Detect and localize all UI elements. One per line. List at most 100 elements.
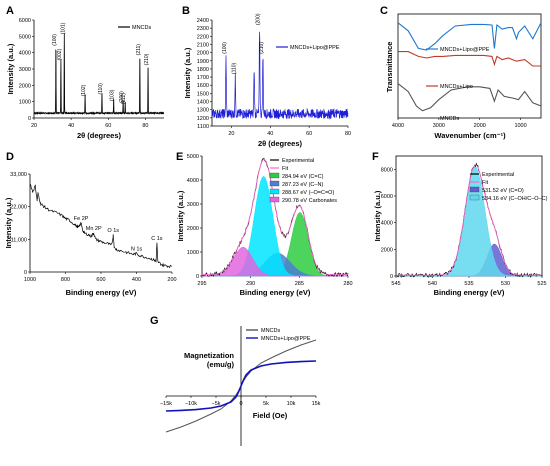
panel-e-ytick-label: 3000 bbox=[187, 202, 199, 208]
panel-a-ytick-label: 0 bbox=[28, 116, 31, 122]
panel-d: D 0 11,000 22,000 33,000 1000 800 600 400 200 Fe… bbox=[4, 151, 177, 297]
panel-e-xtick-label: 285 bbox=[295, 281, 304, 287]
panel-b-ytick-label: 1300 bbox=[197, 108, 209, 114]
panel-b-ytick-label: 2300 bbox=[197, 26, 209, 32]
panel-b-xtick-label: 80 bbox=[345, 131, 351, 137]
panel-b-xlabel: 2θ (degrees) bbox=[258, 139, 303, 148]
panel-b-ytick-label: 1500 bbox=[197, 91, 209, 97]
panel-a-peak-label: (102) bbox=[81, 84, 87, 96]
panel-g-xtick-label: −10k bbox=[185, 401, 197, 407]
panel-a-peak-label: (200) bbox=[119, 91, 125, 103]
panel-e-legend-label: 288.67 eV (–O=C=O) bbox=[282, 190, 334, 196]
panel-g-xtick-label: 0 bbox=[239, 401, 242, 407]
panel-a-xtick-label: 60 bbox=[105, 123, 111, 129]
panel-g-ylabel: Magnetization (emu/g) bbox=[184, 351, 234, 369]
panel-a-peak-label: (110) bbox=[98, 83, 104, 95]
panel-b-ytick-label: 1800 bbox=[197, 67, 209, 73]
panel-f-legend-swatch bbox=[469, 186, 480, 193]
panel-b-ytick-label: 1700 bbox=[197, 75, 209, 81]
panel-b-ytick-label: 1400 bbox=[197, 100, 209, 106]
panel-c-xtick-label: 4000 bbox=[392, 123, 404, 129]
panel-c-legend-label: MNCDs bbox=[440, 116, 459, 122]
panel-b-ytick-label: 2200 bbox=[197, 34, 209, 40]
panel-f-xlabel: Binding energy (eV) bbox=[434, 288, 505, 297]
panel-f-legend-label: 534.16 eV (C–OH/C–O–C) bbox=[482, 196, 548, 202]
panel-b-ytick-label: 2400 bbox=[197, 18, 209, 24]
panel-f-ytick-label: 6000 bbox=[381, 194, 393, 200]
panel-g-xlabel: Field (Oe) bbox=[253, 411, 288, 420]
panel-e-legend-swatch bbox=[269, 196, 280, 203]
panel-e-label: E bbox=[176, 151, 183, 163]
panel-b-xtick-label: 20 bbox=[228, 131, 234, 137]
panel-f-ylabel: Intensity (a.u.) bbox=[373, 190, 382, 241]
panel-g-xtick-label: 15k bbox=[312, 401, 321, 407]
panel-c-ylabel: Transmittance bbox=[385, 42, 394, 93]
panel-e-legend-label: Fit bbox=[282, 166, 289, 172]
panel-f-legend-label: Experimental bbox=[482, 172, 514, 178]
panel-c-legend-label: MNCDs+Lipo@PPE bbox=[440, 47, 490, 53]
panel-a-xtick-label: 80 bbox=[142, 123, 148, 129]
panel-a-ytick-label: 3000 bbox=[19, 67, 31, 73]
panel-d-peak-annotation: O 1s bbox=[107, 228, 119, 234]
panel-c-label: C bbox=[380, 5, 388, 17]
panel-a-peak-label: (002) bbox=[57, 48, 63, 60]
panel-b-peak-label: (200) bbox=[256, 13, 262, 25]
panel-f-legend-swatch bbox=[469, 194, 480, 201]
panel-a-ytick-label: 6000 bbox=[19, 18, 31, 24]
panel-d-label: D bbox=[6, 151, 14, 163]
panel-b-ytick-label: 1200 bbox=[197, 116, 209, 122]
panel-g-legend-label: MNCDs bbox=[261, 328, 280, 334]
panel-f-xtick-label: 535 bbox=[464, 281, 473, 287]
panel-e-xtick-label: 280 bbox=[343, 281, 352, 287]
panel-e-legend-swatch bbox=[269, 180, 280, 187]
panel-e-legend-swatch bbox=[269, 188, 280, 195]
panel-c-legend-label: MNCDs+Lipo bbox=[440, 84, 473, 90]
panel-a-xtick-label: 20 bbox=[31, 123, 37, 129]
panel-b-peak-label: (100) bbox=[222, 42, 228, 54]
panel-e-ytick-label: 5000 bbox=[187, 154, 199, 160]
panel-d-xtick-label: 200 bbox=[167, 277, 176, 283]
panel-b-ylabel: Intensity (a.u.) bbox=[183, 47, 192, 98]
panel-d-peak-annotation: C 1s bbox=[151, 236, 163, 242]
panel-f-xtick-label: 540 bbox=[428, 281, 437, 287]
panel-f-ytick-label: 8000 bbox=[381, 167, 393, 173]
panel-d-ylabel: Intensity (a.u.) bbox=[4, 197, 13, 248]
panel-f-xtick-label: 525 bbox=[537, 281, 546, 287]
panel-b-series bbox=[211, 31, 349, 120]
panel-g-xtick-label: 10k bbox=[287, 401, 296, 407]
panel-g-label: G bbox=[150, 315, 159, 327]
panel-d-xtick-label: 1000 bbox=[24, 277, 36, 283]
panel-b-ytick-label: 2100 bbox=[197, 42, 209, 48]
panel-c-xtick-label: 2000 bbox=[474, 123, 486, 129]
panel-a-ylabel: Intensity (a.u.) bbox=[6, 43, 15, 94]
panel-b-ytick-label: 2000 bbox=[197, 51, 209, 57]
panel-e-legend-label: 290.78 eV Carbonates bbox=[282, 198, 337, 204]
panel-g-xtick-label: −15k bbox=[160, 401, 172, 407]
panel-b-peak-label: (210) bbox=[259, 42, 265, 54]
panel-c-series-mncds bbox=[397, 83, 542, 112]
panel-d-xtick-label: 800 bbox=[61, 277, 70, 283]
panel-a-peak-label: (210) bbox=[144, 53, 150, 65]
panel-f-xtick-label: 545 bbox=[391, 281, 400, 287]
panel-f-ytick-label: 2000 bbox=[381, 247, 393, 253]
panel-c-xtick-label: 1000 bbox=[514, 123, 526, 129]
panel-e-legend-label: 284.94 eV (C=C) bbox=[282, 174, 324, 180]
panel-a: A 0 1000 2000 3000 4000 5000 6000 20 40 60 80 (100… bbox=[6, 5, 165, 140]
panel-c-frame bbox=[397, 13, 542, 119]
panel-d-xtick-label: 400 bbox=[132, 277, 141, 283]
panel-d-axes bbox=[29, 174, 172, 273]
panel-c: C 4000 3000 2000 1000 MNCDs+Lipo@PPE MNCDs+L… bbox=[380, 5, 542, 140]
panel-g-xtick-label: 5k bbox=[263, 401, 269, 407]
panel-e-ytick-label: 2000 bbox=[187, 226, 199, 232]
panel-b-legend-label: MNCDs+Lipo@PPE bbox=[290, 45, 340, 51]
panel-f-xtick-label: 530 bbox=[501, 281, 510, 287]
panel-f-ytick-label: 4000 bbox=[381, 221, 393, 227]
panel-e-xtick-label: 290 bbox=[246, 281, 255, 287]
panel-b-ytick-label: 1600 bbox=[197, 83, 209, 89]
panel-d-xtick-label: 600 bbox=[96, 277, 105, 283]
panel-d-peak-annotation: N 1s bbox=[131, 247, 143, 253]
panel-b-ytick-label: 1100 bbox=[197, 124, 209, 130]
panel-e-xlabel: Binding energy (eV) bbox=[240, 288, 311, 297]
panel-f-label: F bbox=[372, 151, 379, 163]
panel-b-ytick-label: 1900 bbox=[197, 59, 209, 65]
